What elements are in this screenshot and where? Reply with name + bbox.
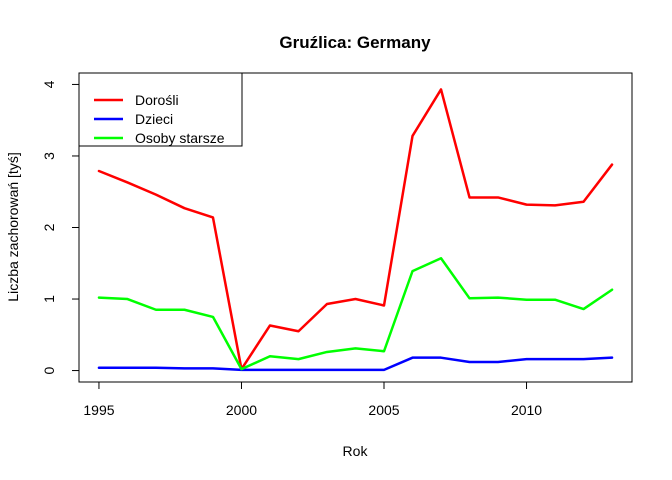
series-line-3 (97, 257, 614, 371)
y-tick-label: 3 (41, 152, 57, 160)
y-tick-label: 0 (41, 366, 57, 374)
y-tick-label: 2 (41, 223, 57, 231)
series-layer (97, 88, 614, 372)
series-line-2 (97, 356, 614, 372)
x-axis-label: Rok (343, 443, 369, 459)
y-tick-label: 1 (41, 295, 57, 303)
legend-label: Osoby starsze (135, 130, 225, 146)
legend: Dorośli Dzieci Osoby starsze (78, 72, 243, 147)
legend-label: Dorośli (135, 92, 179, 108)
y-axis-label: Liczba zachorowań [tyś] (5, 152, 21, 301)
x-tick-label: 1995 (83, 402, 114, 418)
series-line-1 (97, 88, 614, 371)
chart-title: Gruźlica: Germany (279, 33, 431, 52)
x-axis: 1995 2000 2005 2010 (83, 381, 542, 418)
x-tick-label: 2005 (368, 402, 399, 418)
y-tick-label: 4 (41, 80, 57, 88)
y-axis: 0 1 2 3 4 (41, 80, 80, 374)
legend-label: Dzieci (135, 111, 173, 127)
legend-box (78, 72, 243, 147)
x-tick-label: 2010 (511, 402, 542, 418)
x-tick-label: 2000 (226, 402, 257, 418)
